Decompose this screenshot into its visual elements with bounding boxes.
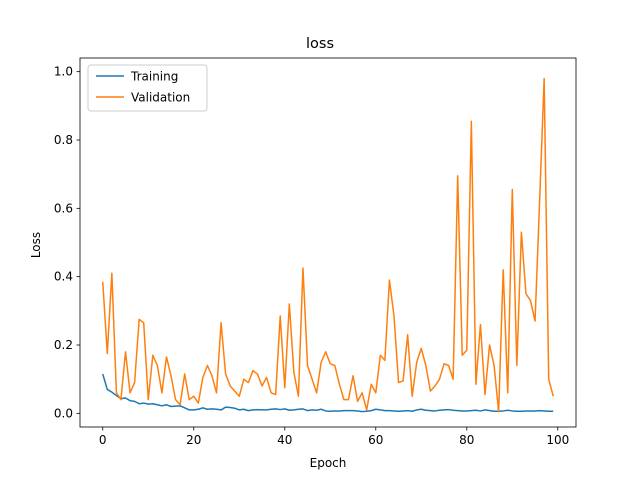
y-axis-label: Loss xyxy=(29,232,43,258)
series-line-validation xyxy=(102,77,554,413)
chart-title: loss xyxy=(306,36,334,52)
x-tick-label: 100 xyxy=(546,433,569,447)
y-axis-ticks: 0.0 0.2 0.4 0.6 0.8 1.0 xyxy=(54,65,80,420)
y-tick-label: 0.0 xyxy=(54,406,73,420)
legend: Training Validation xyxy=(87,64,208,112)
legend-label-training: Training xyxy=(130,70,178,84)
y-tick-label: 0.6 xyxy=(54,201,73,215)
x-axis-ticks: 0 20 40 60 80 100 xyxy=(99,427,569,447)
x-tick-label: 40 xyxy=(277,433,292,447)
x-tick-label: 0 xyxy=(99,433,107,447)
x-tick-label: 20 xyxy=(186,433,201,447)
y-tick-label: 0.8 xyxy=(54,133,73,147)
x-axis-label: Epoch xyxy=(310,456,347,470)
y-tick-label: 0.2 xyxy=(54,338,73,352)
axes-frame xyxy=(79,57,577,428)
plot-frame xyxy=(79,57,577,428)
y-tick-label: 0.4 xyxy=(54,270,73,284)
legend-label-validation: Validation xyxy=(131,91,190,105)
x-tick-label: 60 xyxy=(368,433,383,447)
series-line-training xyxy=(102,373,554,413)
series-layer xyxy=(102,77,554,413)
x-tick-label: 80 xyxy=(459,433,474,447)
y-tick-label: 1.0 xyxy=(54,65,73,79)
